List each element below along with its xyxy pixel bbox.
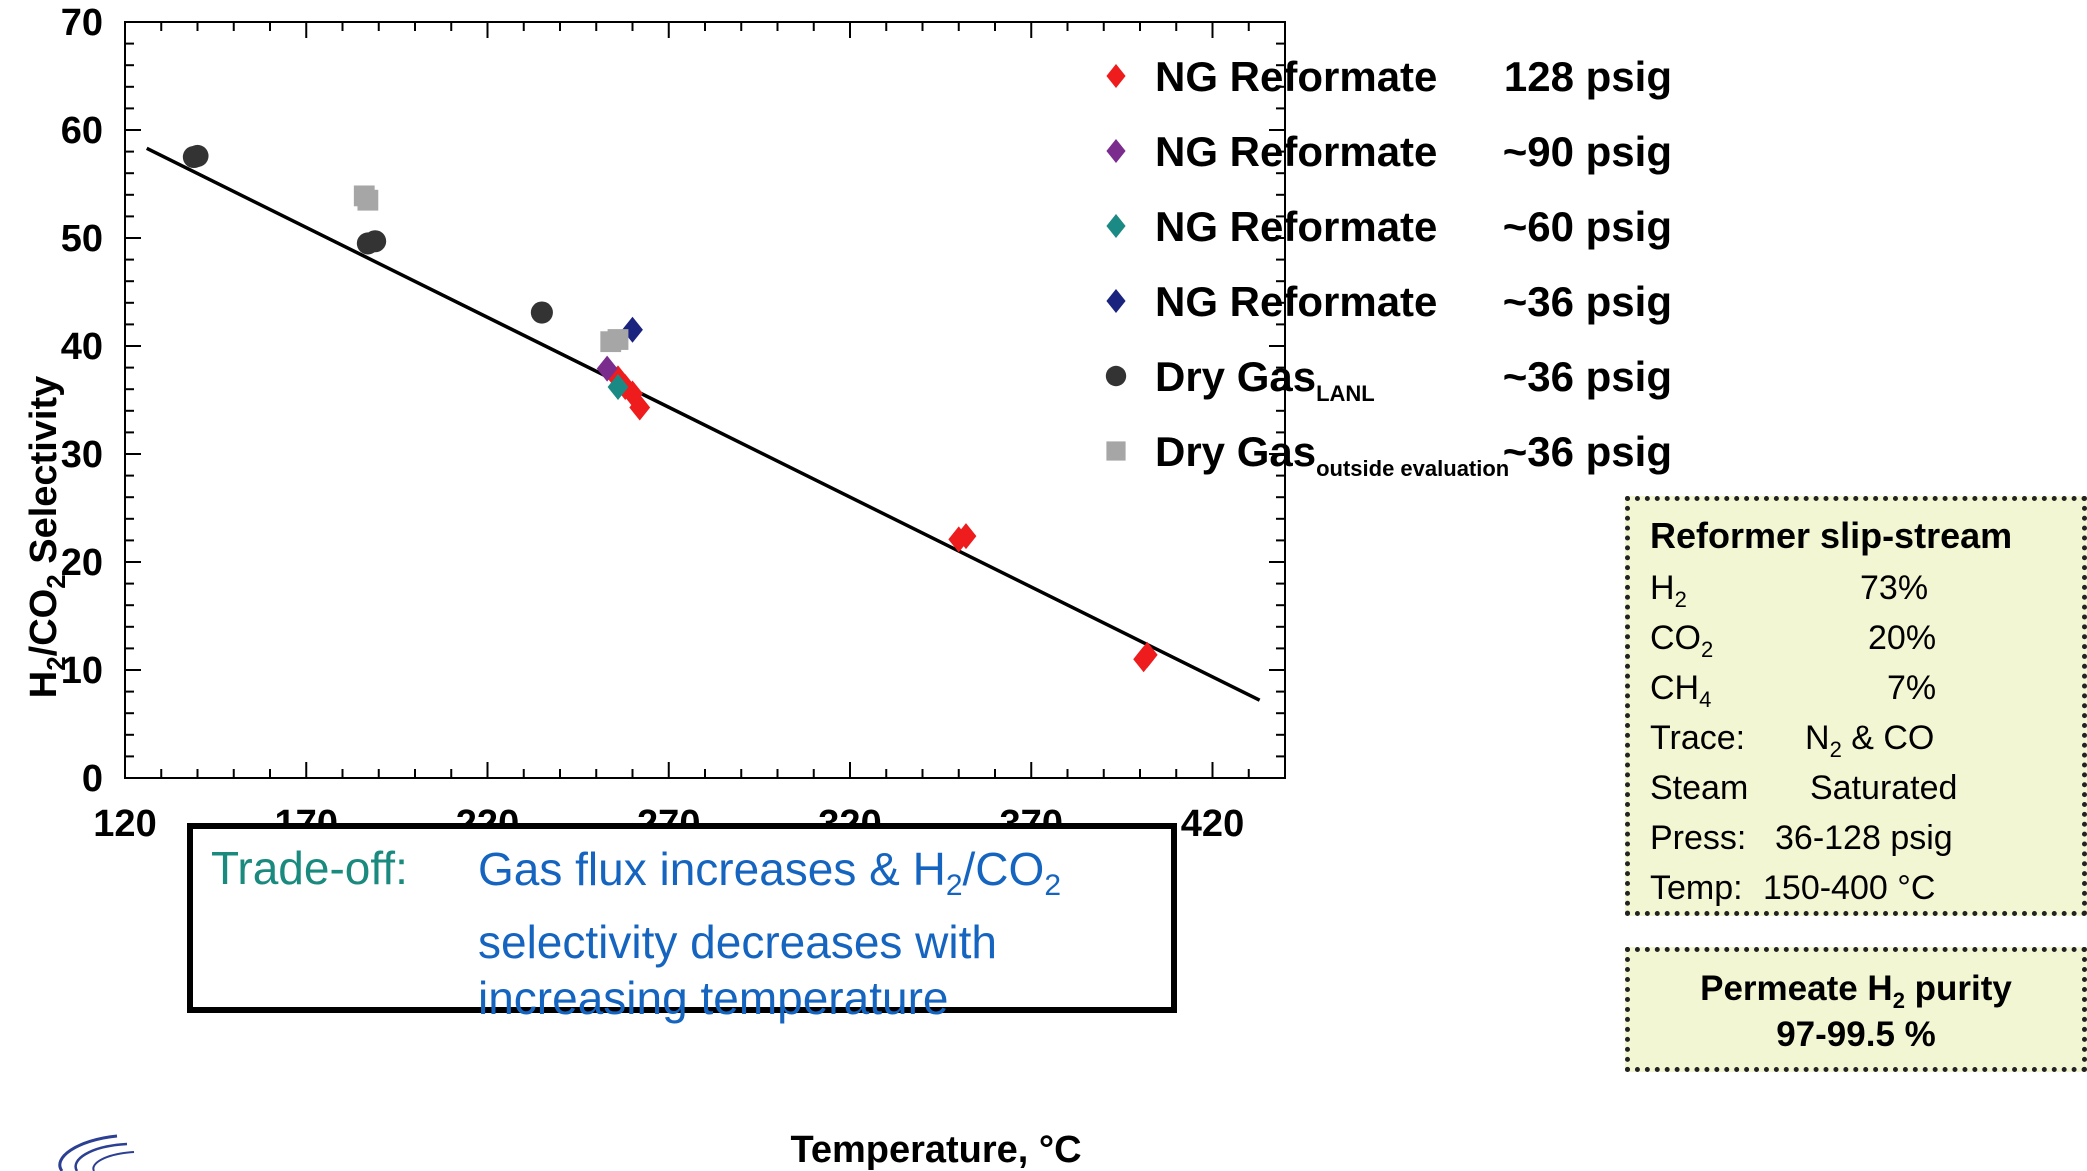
legend-entry-subscript: LANL — [1316, 381, 1375, 406]
y-tick-label: 50 — [61, 218, 103, 260]
info-key: Trace: — [1650, 719, 1746, 757]
legend-marker — [1106, 139, 1126, 163]
y-tick-label: 40 — [61, 326, 103, 368]
tradeoff-line-3: increasing temperature — [478, 972, 949, 1025]
legend-entry-pressure: 128 psig — [1504, 53, 1672, 100]
legend-entry-subscript: outside evaluation — [1316, 456, 1509, 481]
data-point — [596, 355, 618, 382]
trend-line — [145, 146, 1261, 702]
plot-border — [124, 21, 1286, 779]
data-point — [607, 374, 629, 401]
reformer-info-box: Reformer slip-stream H2 73% CO2 20% CH4 … — [1625, 496, 2087, 916]
data-point — [364, 230, 387, 253]
y-tick-label: 0 — [82, 758, 103, 800]
legend-marker — [1105, 365, 1127, 387]
tradeoff-text: Gas flux increases & H2/CO2 selectivity … — [478, 841, 1168, 1026]
y-tick-label: 30 — [61, 434, 103, 476]
legend-entry-name: NG Reformate — [1155, 128, 1437, 175]
permeate-purity-box: Permeate H2 purity 97-99.5 % — [1625, 947, 2087, 1072]
legend-entry-name: Dry GasLANL — [1155, 353, 1375, 406]
legend-marker — [1106, 441, 1126, 461]
info-title: Reformer slip-stream — [1650, 515, 2013, 556]
info-row-ch4: CH4 7% — [1650, 669, 2080, 717]
info-value: Saturated — [1810, 769, 1958, 807]
tradeoff-label: Trade-off: — [211, 842, 408, 894]
info-key: Press: — [1650, 819, 1747, 857]
tradeoff-line-1: Gas flux increases & H2/CO2 — [478, 843, 1061, 903]
data-point — [186, 144, 209, 167]
data-point — [1136, 641, 1158, 668]
tradeoff-callout: Trade-off: Gas flux increases & H2/CO2 s… — [187, 823, 1177, 1024]
data-point — [607, 329, 629, 350]
legend-entry-pressure: ~36 psig — [1503, 428, 1672, 475]
info-value: 150-400 °C — [1763, 869, 1936, 907]
legend-marker — [1106, 64, 1126, 88]
info-row-h2: H2 73% — [1650, 569, 2080, 617]
x-tick-label: 420 — [1181, 803, 1244, 845]
legend-entry-name: NG Reformate — [1155, 278, 1437, 325]
legend-entry-pressure: ~36 psig — [1503, 278, 1672, 325]
info-value: N2 & CO — [1805, 719, 1935, 762]
info-value: 7% — [1887, 669, 1937, 707]
info-row-temp: Temp: 150-400 °C — [1650, 869, 2080, 917]
y-tick-label: 60 — [61, 110, 103, 152]
legend-entry-name: Dry Gasoutside evaluation — [1155, 428, 1509, 481]
axis-ticks — [124, 21, 1286, 779]
info-key: Temp: — [1650, 869, 1743, 907]
legend-entry-name: NG Reformate — [1155, 203, 1437, 250]
purity-title: Permeate H2 purity — [1700, 969, 2012, 1013]
legend-entry-pressure: ~36 psig — [1503, 353, 1672, 400]
legend-entry-pressure: ~90 psig — [1503, 128, 1672, 175]
purity-value: 97-99.5 % — [1776, 1015, 1936, 1054]
data-point — [955, 523, 977, 550]
plot-frame — [124, 21, 1286, 779]
x-axis-title: Temperature, °C — [790, 1129, 1081, 1171]
info-value: 73% — [1860, 569, 1929, 607]
x-tick-label: 120 — [93, 803, 156, 845]
legend-entry-name: NG Reformate — [1155, 53, 1437, 100]
y-tick-label: 70 — [61, 2, 103, 44]
data-point — [357, 189, 379, 211]
y-tick-label: 10 — [61, 650, 103, 692]
y-axis-title: H2/CO2 Selectivity — [23, 376, 71, 699]
legend: NG Reformate 128 psig NG Reformate ~90 psig… — [1105, 53, 1672, 481]
info-key: Steam — [1650, 769, 1749, 807]
info-value: 36-128 psig — [1775, 819, 1953, 857]
data-point — [629, 394, 651, 421]
info-row-co2: CO2 20% — [1650, 619, 2080, 667]
info-row-trace: Trace: N2 & CO — [1650, 719, 2080, 767]
info-row-press: Press: 36-128 psig — [1650, 819, 2080, 867]
tradeoff-line-2: selectivity decreases with — [478, 916, 997, 969]
legend-entry-pressure: ~60 psig — [1503, 203, 1672, 250]
data-point — [530, 301, 553, 324]
info-key: CO2 — [1650, 619, 1714, 662]
legend-marker — [1106, 214, 1126, 238]
y-tick-labels: 0 10 20 30 40 50 60 70 — [61, 2, 103, 800]
info-value: 20% — [1868, 619, 1937, 657]
info-key: CH4 — [1650, 669, 1712, 712]
legend-marker — [1106, 289, 1126, 313]
swoosh-logo-icon — [58, 1134, 135, 1171]
data-points — [182, 144, 1158, 673]
info-key: H2 — [1650, 569, 1687, 612]
y-tick-label: 20 — [61, 542, 103, 584]
info-row-steam: Steam Saturated — [1650, 769, 2080, 817]
